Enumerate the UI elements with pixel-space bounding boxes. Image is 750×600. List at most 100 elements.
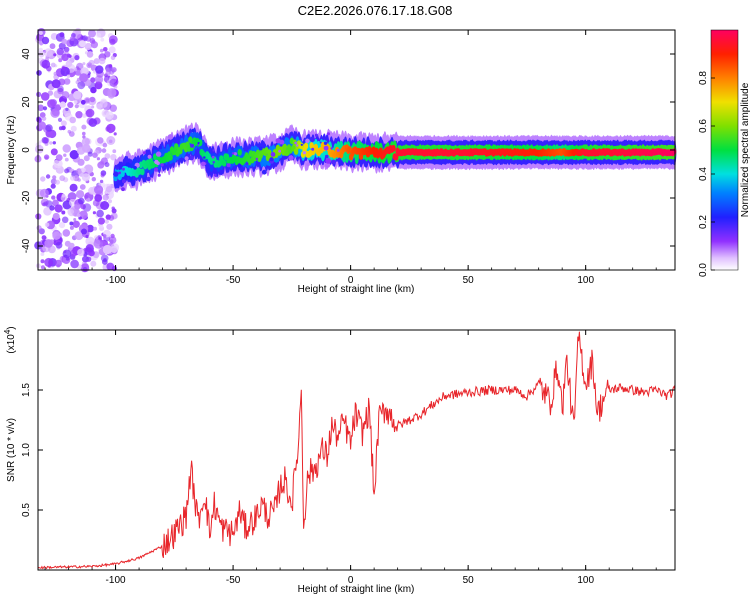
spectrogram-noise-blob bbox=[104, 153, 111, 160]
spectrogram-noise-blob bbox=[88, 29, 96, 38]
spectrogram-ridge-cell bbox=[168, 154, 173, 161]
snr-y-ticks: 0.5 1.0 1.5 bbox=[21, 383, 675, 517]
spectrogram-noise-blob bbox=[49, 141, 53, 145]
spectrogram-noise-blob bbox=[99, 160, 105, 166]
spectrogram-scatter-blob bbox=[158, 145, 163, 150]
spectrogram-noise-blob bbox=[45, 124, 53, 132]
spectrogram-x-ticks: -100 -50 0 50 100 bbox=[44, 30, 657, 286]
spectrogram-noise-blob bbox=[69, 36, 75, 41]
spectrogram-noise-blob bbox=[69, 242, 75, 249]
spectrogram-noise-blob bbox=[40, 252, 45, 256]
spectrogram-noise-blob bbox=[56, 47, 64, 56]
spectrogram-scatter-blob bbox=[237, 163, 242, 168]
spectrogram-noise-blob bbox=[94, 185, 104, 195]
spectrogram-scatter-blob bbox=[184, 156, 189, 161]
spectrogram-noise-blob bbox=[69, 221, 74, 226]
spectrogram-noise-blob bbox=[64, 168, 70, 174]
spectrogram-noise-blob bbox=[96, 32, 102, 38]
spectrogram-noise-blob bbox=[41, 235, 47, 241]
spectrogram-scatter-blob bbox=[211, 155, 215, 159]
spectrogram-noise-blob bbox=[40, 176, 46, 182]
x-tick-label: 0 bbox=[348, 575, 354, 586]
spectrogram-scatter-blob bbox=[325, 154, 329, 159]
spectrogram-scatter-blob bbox=[121, 187, 125, 192]
spectrogram-scatter-blob bbox=[197, 141, 200, 145]
spectrogram-noise-blob bbox=[81, 137, 90, 146]
spectrogram-noise-blob bbox=[52, 199, 59, 207]
snr-y-axis-title: SNR (10 * v/v) bbox=[6, 418, 17, 482]
spectrogram-noise-blob bbox=[69, 183, 78, 192]
spectrogram-noise-blob bbox=[100, 37, 105, 42]
colorbar-tick-label: 0.4 bbox=[698, 167, 709, 181]
spectrogram-noise-blob bbox=[78, 197, 85, 205]
y-tick-label: -40 bbox=[21, 238, 32, 253]
spectrogram-noise-blob bbox=[41, 116, 47, 121]
spectrogram-noise-blob bbox=[88, 118, 98, 127]
spectrogram-ridge-cell bbox=[293, 148, 299, 155]
spectrogram-scatter-blob bbox=[270, 152, 276, 157]
spectrogram-noise-blob bbox=[69, 150, 79, 160]
spectrogram-noise-blob bbox=[84, 42, 92, 51]
spectrogram-noise-blob bbox=[77, 178, 81, 182]
spectrogram-noise-blob bbox=[36, 225, 42, 231]
spectrogram-noise-blob bbox=[52, 231, 61, 240]
spectrogram-noise-blob bbox=[109, 78, 118, 88]
spectrogram-noise-blob bbox=[90, 77, 96, 83]
colorbar-title: Normalized spectral amplitude bbox=[740, 82, 750, 217]
spectrogram-noise-blob bbox=[86, 62, 93, 69]
spectrogram-noise-blob bbox=[99, 179, 104, 184]
spectrogram-noise-blob bbox=[108, 46, 116, 54]
spectrogram-noise-blob bbox=[99, 48, 104, 53]
spectrogram-noise-blob bbox=[44, 222, 50, 228]
spectrogram-noise-blob bbox=[58, 58, 63, 63]
spectrogram-noise-blob bbox=[44, 257, 54, 267]
spectrogram-noise-blob bbox=[100, 201, 110, 210]
spectrogram-noise-blob bbox=[74, 231, 84, 241]
spectrogram-noise-blob bbox=[65, 107, 69, 112]
spectrogram-noise-blob bbox=[59, 32, 65, 38]
spectrogram-noise-blob bbox=[58, 222, 66, 229]
spectrogram-noise-blob bbox=[63, 46, 70, 53]
colorbar-tick-label: 0.0 bbox=[698, 263, 709, 277]
spectrogram-noise-blob bbox=[82, 62, 86, 66]
spectrogram-scatter-blob bbox=[154, 159, 159, 165]
spectrogram-noise-blob bbox=[54, 204, 63, 213]
spectrogram-noise-blob bbox=[55, 154, 63, 162]
spectrogram-noise-blob bbox=[86, 224, 94, 233]
spectrogram-scatter-blob bbox=[190, 143, 195, 148]
spectrogram-x-axis-title: Height of straight line (km) bbox=[298, 284, 415, 295]
spectrogram-scatter-blob bbox=[294, 141, 297, 145]
spectrogram-scatter-blob bbox=[142, 151, 146, 155]
spectrogram-scatter-blob bbox=[331, 159, 336, 165]
spectrogram-noise-blob bbox=[36, 91, 42, 97]
spectrogram-noise-blob bbox=[100, 224, 104, 228]
spectrogram-noise-region bbox=[34, 27, 120, 273]
spectrogram-noise-blob bbox=[103, 257, 107, 262]
spectrogram-noise-blob bbox=[91, 177, 97, 182]
spectrogram-scatter-blob bbox=[278, 149, 281, 153]
spectrogram-scatter-blob bbox=[113, 171, 119, 177]
spectrogram-noise-blob bbox=[59, 175, 66, 182]
spectrogram-ridge-cell bbox=[222, 159, 227, 167]
spectrogram-ridge-cell bbox=[358, 153, 364, 160]
spectrogram-noise-blob bbox=[61, 53, 69, 62]
spectrogram-scatter-blob bbox=[269, 157, 274, 162]
spectrogram-ridge-cell bbox=[394, 153, 399, 161]
spectrogram-noise-blob bbox=[108, 199, 112, 204]
snr-multiplier: (x104) bbox=[3, 326, 17, 353]
spectrogram-noise-blob bbox=[83, 155, 90, 162]
spectrogram-scatter-blob bbox=[259, 146, 263, 151]
spectrogram-noise-blob bbox=[45, 156, 49, 160]
spectrogram-noise-blob bbox=[81, 124, 87, 130]
spectrogram-noise-blob bbox=[89, 96, 96, 103]
spectrogram-noise-blob bbox=[61, 38, 68, 45]
colorbar-tick-label: 0.8 bbox=[698, 71, 709, 85]
spectrogram-y-ticks: -40 -20 0 20 40 bbox=[21, 48, 675, 253]
spectrogram-ridge-cell bbox=[198, 139, 203, 147]
spectrogram-scatter-blob bbox=[279, 139, 285, 145]
spectrogram-scatter-blob bbox=[157, 173, 161, 177]
spectrogram-noise-blob bbox=[113, 132, 117, 136]
spectrogram-noise-blob bbox=[75, 111, 83, 119]
spectrogram-noise-blob bbox=[51, 195, 56, 200]
spectrogram-scatter-blob bbox=[302, 151, 306, 155]
